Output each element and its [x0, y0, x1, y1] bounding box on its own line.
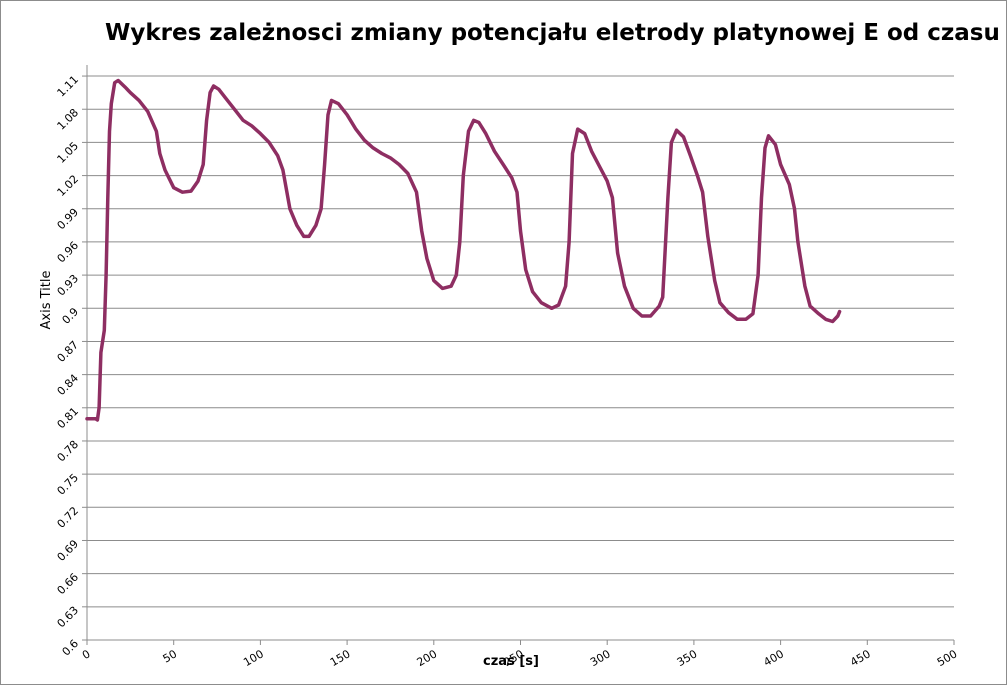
y-axis-title: Axis Title [39, 271, 54, 330]
x-axis-title: czas [s] [483, 654, 539, 669]
data-line [85, 78, 842, 422]
chart-title: Wykres zależnosci zmiany potencjału elet… [105, 20, 1000, 46]
x-tick-label: 50 [161, 647, 180, 665]
